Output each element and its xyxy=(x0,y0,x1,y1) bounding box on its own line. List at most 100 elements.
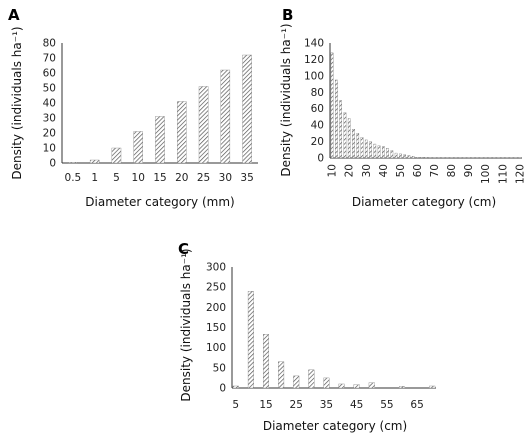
panel-c-x-tick-label: 25 xyxy=(290,399,303,411)
panel-b-bar xyxy=(343,112,347,159)
panel-c-bar xyxy=(368,382,375,389)
panel-c-y-tick-label: 200 xyxy=(206,302,226,314)
panel-b-x-tick-label: 100 xyxy=(480,164,492,184)
panel-b-y-tick-label: 40 xyxy=(311,120,324,132)
panel-a-x-tick-label: 1 xyxy=(91,172,98,184)
panel-b-bar xyxy=(424,157,428,159)
panel-b-x-tick-label: 30 xyxy=(361,164,373,177)
panel-c-plot: 0 50 100 150 200 250 300 5 15 25 35 45 55 65 xyxy=(206,262,436,411)
panel-c-y-tick-label: 250 xyxy=(206,282,226,294)
panel-a-bar xyxy=(89,159,100,164)
panel-c-x-tick-label: 15 xyxy=(259,399,272,411)
panel-c-x-tick-label: 45 xyxy=(350,399,363,411)
panel-c-bar xyxy=(429,385,436,389)
panel-b-bar xyxy=(369,141,372,159)
panel-letter-c: C xyxy=(178,240,189,258)
panel-b-bar xyxy=(403,154,406,159)
panel-b-bar xyxy=(356,133,360,159)
panel-b-bar xyxy=(411,156,415,159)
panel-b-x-tick-label: 50 xyxy=(395,164,407,177)
panel-b-bar xyxy=(339,100,342,159)
panel-b-bar xyxy=(420,157,424,159)
panel-a-y-tick-label: 80 xyxy=(43,38,56,50)
panel-b-x-tick-label: 110 xyxy=(497,164,509,184)
panel-b-y-tick-label: 0 xyxy=(317,153,324,165)
panel-a-xlabel: Diameter category (mm) xyxy=(85,195,234,209)
panel-a-bar xyxy=(177,101,187,164)
panel-a-bar xyxy=(220,69,231,164)
panel-b-x-tick-label: 60 xyxy=(412,164,424,177)
panel-letter-a: A xyxy=(8,6,20,24)
panel-a-y-tick-label: 20 xyxy=(43,128,56,140)
panel-a-bar xyxy=(198,86,209,164)
panel-c-bar xyxy=(308,369,315,389)
panel-b: B 0 20 40 60 80 100 120 140 10 20 30 40 50 60 70 80 90 10… xyxy=(279,6,526,209)
panel-b-bar xyxy=(386,147,389,159)
panel-c-y-tick-label: 300 xyxy=(206,262,226,274)
panel-a-ylabel: Density (individuals ha⁻¹) xyxy=(10,26,24,179)
panel-a-x-tick-label: 30 xyxy=(219,172,232,184)
panel-c-y-tick-label: 150 xyxy=(206,322,226,334)
panel-a-x-tick-label: 35 xyxy=(240,172,253,184)
panel-b-y-tick-label: 60 xyxy=(311,103,324,115)
panel-c-bar xyxy=(323,377,330,389)
panel-c-y-tick-label: 100 xyxy=(206,342,226,354)
panel-b-bar xyxy=(335,79,338,159)
panel-c: C 0 50 100 150 200 250 300 5 15 25 35 45 55 65 Diamet… xyxy=(178,240,436,433)
panel-b-y-tick-label: 100 xyxy=(304,70,324,82)
panel-a-bar xyxy=(155,116,165,164)
panel-c-bar xyxy=(338,383,345,389)
panel-c-x-tick-label: 5 xyxy=(232,399,239,411)
panel-c-bar xyxy=(293,375,300,389)
panel-c-bar xyxy=(232,385,239,389)
panel-b-x-tick-label: 70 xyxy=(429,164,441,177)
panel-c-bar xyxy=(263,334,269,389)
panel-b-bar xyxy=(352,129,355,159)
panel-a-y-tick-label: 70 xyxy=(43,53,56,65)
panel-b-bar xyxy=(416,157,419,159)
panel-b-y-tick-label: 80 xyxy=(311,87,324,99)
panel-c-bar xyxy=(278,361,285,389)
panel-a-y-tick-label: 50 xyxy=(43,83,56,95)
panel-b-x-tick-label: 20 xyxy=(344,164,356,177)
panel-a-bar xyxy=(242,54,252,164)
panel-b-bar xyxy=(347,118,351,159)
panel-b-bar xyxy=(330,52,334,159)
panel-a-y-tick-label: 40 xyxy=(43,98,56,110)
panel-b-x-tick-label: 10 xyxy=(327,164,339,177)
panel-c-y-tick-label: 50 xyxy=(213,362,226,374)
panel-b-x-tick-label: 80 xyxy=(446,164,458,177)
panel-b-bar xyxy=(360,137,364,159)
panel-c-ylabel: Density (individuals ha⁻¹) xyxy=(179,248,193,401)
panel-b-x-tick-label: 120 xyxy=(514,164,526,184)
panel-a-x-tick-label: 15 xyxy=(153,172,166,184)
panel-c-x-tick-label: 55 xyxy=(380,399,393,411)
panel-b-ylabel: Density (individuals ha⁻¹) xyxy=(279,23,293,176)
panel-a-x-tick-label: 5 xyxy=(113,172,120,184)
panel-a-y-tick-label: 60 xyxy=(43,68,56,80)
panel-a-x-tick-label: 0.5 xyxy=(65,172,82,184)
panel-a-x-tick-label: 25 xyxy=(197,172,210,184)
panel-b-x-tick-label: 90 xyxy=(463,164,475,177)
panel-c-x-tick-label: 65 xyxy=(410,399,423,411)
panel-c-xlabel: Diameter category (cm) xyxy=(263,419,407,433)
panel-b-y-tick-label: 140 xyxy=(304,38,324,50)
panel-b-bar xyxy=(407,155,411,159)
panel-a-x-tick-label: 10 xyxy=(132,172,145,184)
panel-b-y-tick-label: 120 xyxy=(304,54,324,66)
panel-a-y-tick-label: 30 xyxy=(43,113,56,125)
panel-c-bar xyxy=(399,386,405,389)
panel-letter-b: B xyxy=(282,6,293,24)
panel-c-x-tick-label: 35 xyxy=(320,399,333,411)
panel-b-bar xyxy=(394,152,398,159)
panel-c-bar xyxy=(353,384,360,389)
panel-a-bar xyxy=(68,162,78,164)
panel-a-y-tick-label: 10 xyxy=(43,143,56,155)
panel-b-bar xyxy=(399,153,402,159)
panel-b-bar xyxy=(377,145,381,159)
panel-b-x-tick-label: 40 xyxy=(378,164,390,177)
panel-b-bar xyxy=(382,146,385,159)
panel-b-bar xyxy=(364,139,368,159)
panel-b-bar xyxy=(373,143,377,159)
